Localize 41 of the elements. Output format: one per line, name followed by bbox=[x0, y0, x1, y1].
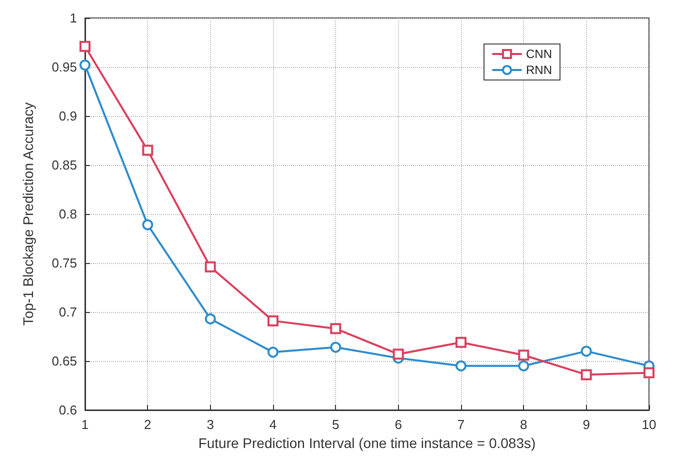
y-axis-title: Top-1 Blockage Prediction Accuracy bbox=[20, 102, 36, 326]
y-tick-label: 1 bbox=[70, 10, 77, 26]
y-tick-label: 0.8 bbox=[58, 206, 77, 222]
point bbox=[330, 342, 342, 353]
point bbox=[80, 40, 90, 52]
x-tick-label: 8 bbox=[520, 417, 528, 432]
point bbox=[204, 313, 216, 324]
x-tick-label: 5 bbox=[332, 417, 340, 432]
legend-label: CNN bbox=[526, 47, 552, 61]
point bbox=[142, 144, 154, 156]
point bbox=[204, 261, 216, 272]
point bbox=[518, 350, 530, 361]
y-tick-label: 0.75 bbox=[52, 256, 77, 270]
y-tick-label: 0.65 bbox=[52, 354, 77, 368]
point bbox=[268, 315, 278, 326]
y-tick-label: 0.85 bbox=[52, 158, 77, 172]
x-tick-label: 1 bbox=[81, 417, 89, 432]
x-tick-label: 2 bbox=[144, 417, 152, 432]
point bbox=[580, 346, 592, 357]
y-tick-label: 0.95 bbox=[52, 60, 77, 74]
x-tick-label: 6 bbox=[394, 417, 402, 432]
x-tick-label: 4 bbox=[269, 417, 277, 432]
point bbox=[580, 369, 592, 380]
x-axis-title: Future Prediction Interval (one time instance = 0.083s) bbox=[198, 434, 536, 451]
x-tick-label: 10 bbox=[642, 417, 656, 432]
point bbox=[644, 367, 654, 378]
point bbox=[456, 336, 466, 348]
y-tick-label: 0.7 bbox=[58, 304, 77, 320]
x-tick-label: 7 bbox=[457, 417, 465, 432]
point bbox=[456, 360, 466, 372]
y-tick-label: 0.6 bbox=[58, 402, 77, 418]
point bbox=[268, 346, 278, 358]
point bbox=[518, 360, 530, 372]
x-tick-label: 3 bbox=[206, 417, 214, 432]
y-tick-label: 0.9 bbox=[58, 108, 77, 124]
x-tick-label: 9 bbox=[582, 417, 590, 432]
point bbox=[392, 348, 404, 360]
point bbox=[330, 323, 342, 334]
point bbox=[142, 219, 154, 230]
legend-label: RNN bbox=[526, 63, 552, 77]
point bbox=[80, 60, 90, 71]
